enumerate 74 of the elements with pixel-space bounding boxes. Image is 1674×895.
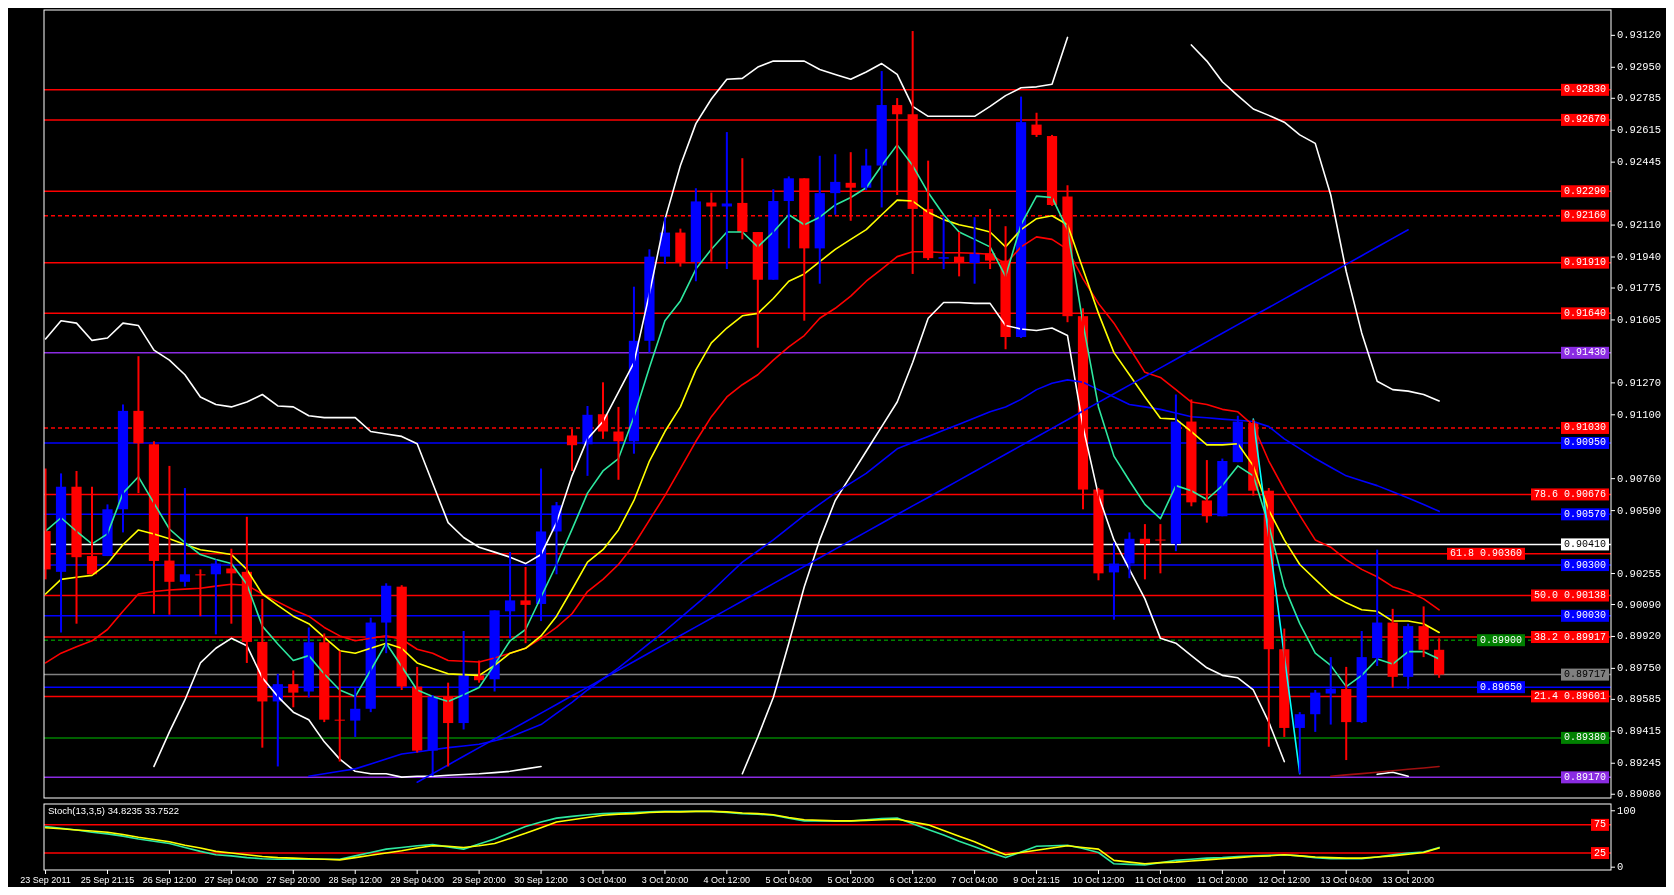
ref-line-label: 0.89650 [1479, 681, 1523, 693]
ref-line-label: 0.90030 [1563, 610, 1607, 622]
x-tick-label: 3 Oct 04:00 [579, 875, 627, 885]
ref-line-label: 0.90950 [1563, 437, 1607, 449]
y-tick-label: 0.93120 [1617, 29, 1662, 42]
x-tick-label: 5 Oct 20:00 [827, 875, 874, 885]
x-tick-label: 6 Oct 12:00 [889, 875, 936, 885]
ref-line-label: 38.2 0.89917 [1533, 631, 1607, 643]
x-tick-label: 27 Sep 20:00 [266, 875, 321, 885]
y-tick-label: 0.90590 [1617, 504, 1662, 517]
ref-line-label: 0.92290 [1563, 185, 1607, 197]
x-tick-label: 12 Oct 12:00 [1258, 875, 1311, 885]
x-tick-label: 25 Sep 21:15 [80, 875, 135, 885]
y-tick-label: 0.90090 [1617, 598, 1662, 611]
candlestick [938, 216, 949, 271]
x-tick-label: 13 Oct 20:00 [1382, 875, 1434, 885]
y-tick-label: 0.90760 [1617, 472, 1662, 485]
ref-line-label: 0.90300 [1563, 559, 1607, 571]
y-tick-label: 0.92615 [1617, 124, 1662, 137]
y-tick-label: 0.91270 [1617, 376, 1662, 389]
x-tick-label: 4 Oct 12:00 [703, 875, 751, 885]
y-tick-label: 0.89415 [1617, 725, 1662, 738]
x-tick-label: 11 Oct 04:00 [1134, 875, 1186, 885]
x-tick-label: 27 Sep 04:00 [204, 875, 259, 885]
x-tick-label: 23 Sep 2011 [20, 875, 71, 885]
chart-title: Stoch(13,3,5) 34.8235 33.7522 [48, 805, 179, 816]
y-tick-label: 0.92950 [1617, 61, 1662, 74]
ref-line-label: 0.89170 [1563, 771, 1607, 783]
y-tick-label: 100 [1617, 804, 1636, 817]
ref-line-label: 0.90570 [1563, 508, 1607, 520]
y-tick-label: 0.91605 [1617, 313, 1662, 326]
y-tick-label: 0.89920 [1617, 630, 1662, 643]
x-tick-label: 9 Oct 21:15 [1013, 875, 1060, 885]
ref-line-label: 75 [1593, 819, 1607, 831]
x-tick-label: 28 Sep 12:00 [328, 875, 383, 885]
x-tick-label: 30 Sep 12:00 [514, 875, 568, 885]
y-tick-label: 0.91100 [1617, 408, 1662, 421]
x-tick-label: 11 Oct 20:00 [1196, 875, 1248, 885]
ref-line-label: 0.92670 [1563, 114, 1607, 126]
ref-line-label: 25 [1593, 847, 1607, 859]
y-tick-label: 0.89750 [1617, 662, 1662, 675]
ref-line-label: 0.90410 [1563, 538, 1607, 550]
y-tick-label: 0.90255 [1617, 567, 1662, 580]
y-tick-label: 0.91940 [1617, 251, 1662, 264]
y-tick-label: 0.89080 [1617, 788, 1662, 801]
ref-line-label: 0.89900 [1479, 634, 1523, 646]
y-tick-label: 0 [1617, 861, 1624, 874]
x-tick-label: 10 Oct 12:00 [1072, 875, 1125, 885]
line-series [1329, 765, 1440, 778]
ref-line-label: 0.92160 [1563, 210, 1607, 222]
x-tick-label: 3 Oct 20:00 [641, 875, 689, 885]
ref-line-label: 0.91030 [1563, 422, 1607, 434]
ref-line-label: 78.6 0.90676 [1533, 488, 1607, 500]
y-tick-label: 0.91775 [1617, 282, 1662, 295]
x-tick-label: 13 Oct 04:00 [1320, 875, 1372, 885]
x-tick-label: 26 Sep 12:00 [142, 875, 197, 885]
x-tick-label: 5 Oct 04:00 [765, 875, 813, 885]
x-tick-label: 29 Sep 20:00 [452, 875, 506, 885]
y-tick-label: 0.89245 [1617, 757, 1662, 770]
x-tick-label: 7 Oct 04:00 [951, 875, 998, 885]
y-tick-label: 0.89585 [1617, 693, 1662, 706]
ref-line-label: 0.91910 [1563, 257, 1607, 269]
ref-line-label: 0.89380 [1563, 732, 1607, 744]
y-tick-label: 0.92110 [1617, 219, 1662, 232]
ref-line-label: 0.91640 [1563, 307, 1607, 319]
ref-line-label: 61.8 0.90360 [1449, 548, 1523, 560]
ref-line-label: 21.4 0.89601 [1533, 690, 1607, 702]
ref-line-label: 0.92830 [1563, 84, 1607, 96]
ref-line-label: 0.89717 [1563, 669, 1607, 681]
y-tick-label: 0.92785 [1617, 92, 1662, 105]
ref-line-label: 50.0 0.90138 [1533, 590, 1607, 602]
x-tick-label: 29 Sep 04:00 [390, 875, 444, 885]
ref-line-label: 0.91430 [1563, 347, 1607, 359]
y-tick-label: 0.92445 [1617, 156, 1662, 169]
